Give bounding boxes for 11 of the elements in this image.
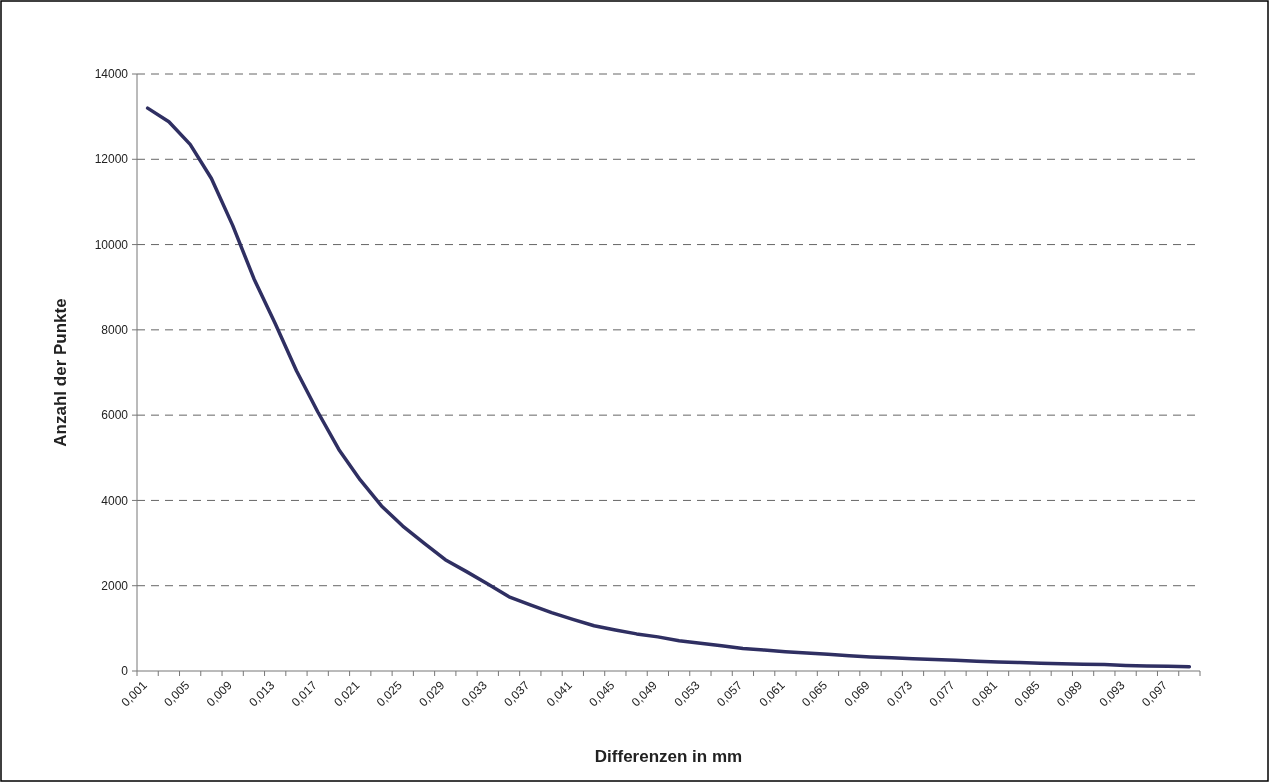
y-tick-label: 10000 bbox=[94, 237, 129, 252]
line-series bbox=[145, 106, 1192, 669]
y-tick-label: 4000 bbox=[101, 493, 129, 508]
y-tick-label: 6000 bbox=[101, 408, 129, 423]
y-tick-label: 2000 bbox=[101, 578, 129, 593]
y-tick-label: 8000 bbox=[101, 323, 129, 338]
y-tick-label: 14000 bbox=[94, 67, 129, 82]
y-axis-title: Anzahl der Punkte bbox=[51, 298, 70, 447]
x-axis-title: Differenzen in mm bbox=[594, 747, 743, 766]
y-tick-label: 12000 bbox=[94, 152, 129, 167]
y-tick-label: 0 bbox=[121, 664, 129, 679]
